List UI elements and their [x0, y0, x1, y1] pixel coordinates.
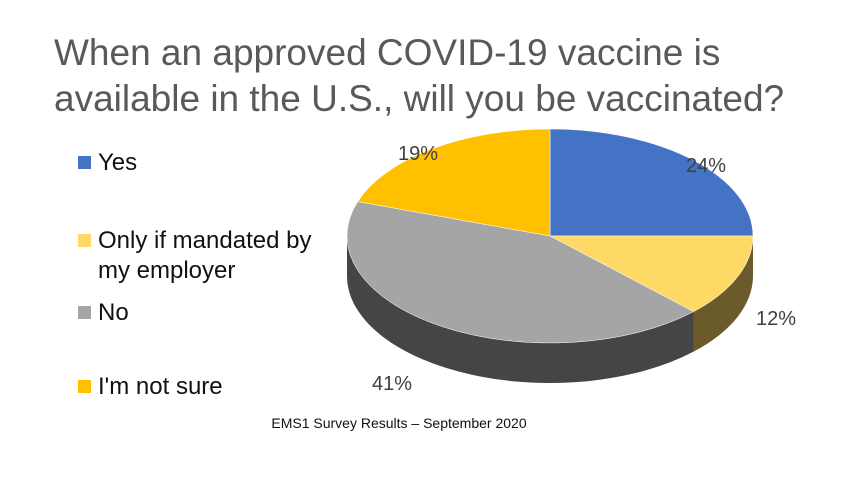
pie-slice-mandated: [549, 235, 754, 312]
pie-side-mandated: [693, 236, 753, 352]
legend-label-not-sure: I'm not sure: [98, 373, 223, 400]
legend-item-not-sure: I'm not sure: [78, 372, 328, 402]
legend-swatch-mandated: [78, 234, 91, 247]
legend-label-no: No: [98, 299, 129, 326]
pie-slice-no: [346, 201, 695, 344]
legend-item-mandated: Only if mandated by my employer: [78, 226, 313, 286]
legend-item-yes: Yes: [78, 148, 328, 178]
data-label-yes: 24%: [686, 155, 726, 177]
legend-label-mandated: Only if mandated by my employer: [98, 227, 312, 284]
legend-swatch-not-sure: [78, 380, 91, 393]
pie-slice-yes: [549, 128, 754, 237]
chart-source-note: EMS1 Survey Results – September 2020: [0, 415, 860, 431]
legend-swatch-no: [78, 306, 91, 319]
chart-source-text: EMS1 Survey Results – September 2020: [271, 415, 527, 431]
data-label-not-sure: 19%: [398, 143, 438, 165]
legend-item-no: No: [78, 298, 328, 328]
legend-swatch-yes: [78, 156, 91, 169]
chart-title: When an approved COVID-19 vaccine is ava…: [54, 32, 785, 119]
pie-slice-not-sure: [357, 128, 551, 237]
pie-side-no: [347, 236, 694, 383]
legend-label-yes: Yes: [98, 149, 138, 176]
data-label-mandated: 12%: [756, 308, 796, 330]
data-label-no: 41%: [372, 373, 412, 395]
